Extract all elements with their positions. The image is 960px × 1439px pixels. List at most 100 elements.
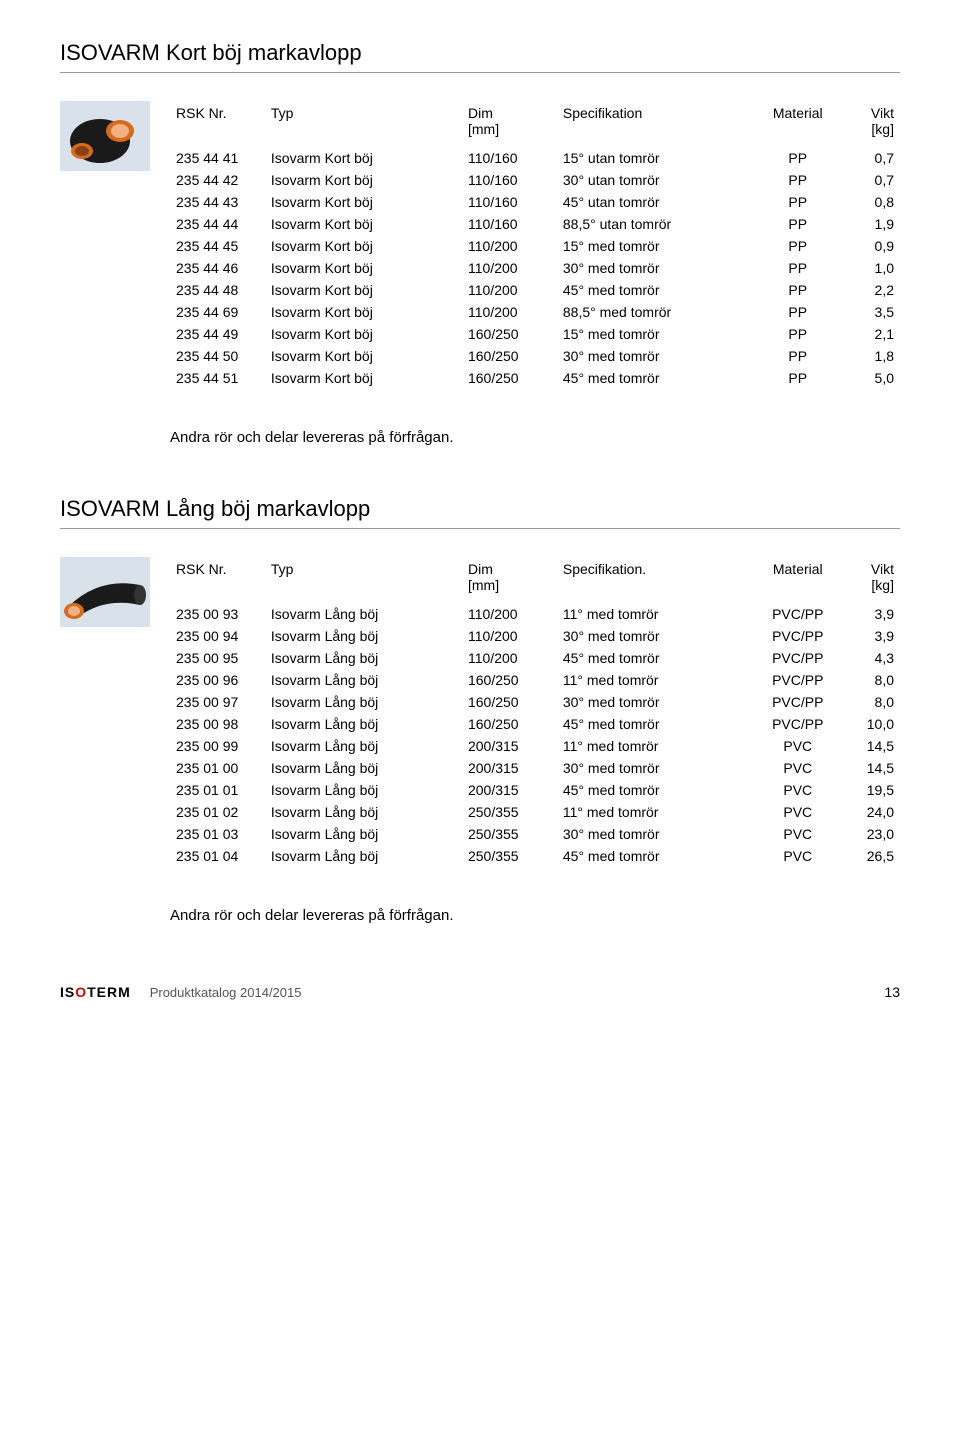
table-cell: 250/355 [462, 823, 557, 845]
table-cell: 88,5° utan tomrör [557, 213, 754, 235]
th-mat: Material [754, 557, 842, 603]
table-cell: 10,0 [842, 713, 900, 735]
logo-pre: IS [60, 984, 75, 1000]
th-vikt-unit: [kg] [871, 121, 894, 137]
table-cell: Isovarm Lång böj [265, 603, 462, 625]
table-cell: 235 01 02 [170, 801, 265, 823]
table-cell: 5,0 [842, 367, 900, 389]
page-number: 13 [884, 984, 900, 1000]
table-row: 235 01 00Isovarm Lång böj200/31530° med … [170, 757, 900, 779]
table-cell: Isovarm Lång böj [265, 823, 462, 845]
table-cell: Isovarm Lång böj [265, 669, 462, 691]
tbody-lang: 235 00 93Isovarm Lång böj110/20011° med … [170, 603, 900, 867]
table-cell: 110/160 [462, 191, 557, 213]
table-cell: PP [754, 345, 842, 367]
th-mat: Material [754, 101, 842, 147]
table-cell: 24,0 [842, 801, 900, 823]
table-cell: Isovarm Lång böj [265, 713, 462, 735]
table-cell: PVC/PP [754, 691, 842, 713]
table-cell: Isovarm Lång böj [265, 779, 462, 801]
table-cell: 110/200 [462, 625, 557, 647]
table-cell: 8,0 [842, 691, 900, 713]
table-cell: 110/160 [462, 169, 557, 191]
table-row: 235 01 03Isovarm Lång böj250/35530° med … [170, 823, 900, 845]
page-footer: ISOTERM Produktkatalog 2014/2015 13 [60, 984, 900, 1000]
table-cell: 15° med tomrör [557, 323, 754, 345]
table-row: 235 00 98Isovarm Lång böj160/25045° med … [170, 713, 900, 735]
logo: ISOTERM [60, 984, 136, 1000]
table-cell: PP [754, 323, 842, 345]
table-cell: 160/250 [462, 691, 557, 713]
table-cell: 30° med tomrör [557, 823, 754, 845]
table-cell: 45° med tomrör [557, 279, 754, 301]
table-cell: PP [754, 257, 842, 279]
table-row: 235 44 48Isovarm Kort böj110/20045° med … [170, 279, 900, 301]
th-spec: Specifikation. [557, 557, 754, 603]
th-vikt-label: Vikt [871, 561, 894, 577]
table-cell: PP [754, 367, 842, 389]
table-cell: 0,9 [842, 235, 900, 257]
table-cell: 15° med tomrör [557, 235, 754, 257]
table-cell: 45° med tomrör [557, 779, 754, 801]
th-rsk: RSK Nr. [170, 101, 265, 147]
table-cell: Isovarm Kort böj [265, 257, 462, 279]
table-row: 235 44 44Isovarm Kort böj110/16088,5° ut… [170, 213, 900, 235]
table-cell: PP [754, 301, 842, 323]
table-cell: 14,5 [842, 757, 900, 779]
table-cell: 250/355 [462, 801, 557, 823]
table-cell: 235 00 99 [170, 735, 265, 757]
table-cell: 235 44 43 [170, 191, 265, 213]
th-dim-unit: [mm] [468, 121, 499, 137]
table-cell: Isovarm Lång böj [265, 691, 462, 713]
table-cell: PP [754, 279, 842, 301]
table-cell: 3,9 [842, 603, 900, 625]
table-cell: 30° med tomrör [557, 691, 754, 713]
table-cell: PP [754, 169, 842, 191]
th-rsk: RSK Nr. [170, 557, 265, 603]
th-vikt: Vikt [kg] [842, 557, 900, 603]
section-title-lang: ISOVARM Lång böj markavlopp [60, 496, 900, 529]
th-dim: Dim [mm] [462, 557, 557, 603]
table-cell: 235 44 50 [170, 345, 265, 367]
table-cell: Isovarm Kort böj [265, 213, 462, 235]
logo-post: TERM [87, 984, 131, 1000]
table-row: 235 00 95Isovarm Lång böj110/20045° med … [170, 647, 900, 669]
table-cell: 8,0 [842, 669, 900, 691]
table-row: 235 01 02Isovarm Lång böj250/35511° med … [170, 801, 900, 823]
table-cell: 11° med tomrör [557, 669, 754, 691]
table-cell: Isovarm Kort böj [265, 169, 462, 191]
table-cell: 11° med tomrör [557, 801, 754, 823]
table-cell: PVC/PP [754, 603, 842, 625]
table-cell: 110/200 [462, 257, 557, 279]
table-cell: 45° med tomrör [557, 367, 754, 389]
table-row: 235 00 94Isovarm Lång böj110/20030° med … [170, 625, 900, 647]
th-typ: Typ [265, 557, 462, 603]
table-cell: 235 00 98 [170, 713, 265, 735]
table-row: 235 01 01Isovarm Lång böj200/31545° med … [170, 779, 900, 801]
th-dim: Dim [mm] [462, 101, 557, 147]
table-row: 235 44 45Isovarm Kort böj110/20015° med … [170, 235, 900, 257]
table-cell: 160/250 [462, 345, 557, 367]
table-cell: PVC [754, 823, 842, 845]
table-cell: 235 44 48 [170, 279, 265, 301]
table-cell: 0,7 [842, 169, 900, 191]
table-row: 235 44 41Isovarm Kort böj110/16015° utan… [170, 147, 900, 169]
katalog-label: Produktkatalog 2014/2015 [150, 985, 302, 1000]
table-lang: RSK Nr. Typ Dim [mm] Specifikation. Mate… [170, 557, 900, 867]
table-cell: 200/315 [462, 735, 557, 757]
table-row: 235 00 93Isovarm Lång böj110/20011° med … [170, 603, 900, 625]
table-cell: 235 44 45 [170, 235, 265, 257]
table-row: 235 44 51Isovarm Kort böj160/25045° med … [170, 367, 900, 389]
table-cell: 235 01 03 [170, 823, 265, 845]
table-cell: 160/250 [462, 367, 557, 389]
table-cell: 235 00 96 [170, 669, 265, 691]
table-row: 235 00 99Isovarm Lång böj200/31511° med … [170, 735, 900, 757]
table-cell: 45° med tomrör [557, 713, 754, 735]
table-cell: PVC/PP [754, 669, 842, 691]
th-typ: Typ [265, 101, 462, 147]
table-cell: 235 44 41 [170, 147, 265, 169]
product-image-kort [60, 101, 150, 171]
table-cell: 235 44 69 [170, 301, 265, 323]
table-cell: 2,1 [842, 323, 900, 345]
note-kort: Andra rör och delar levereras på förfråg… [60, 429, 900, 446]
